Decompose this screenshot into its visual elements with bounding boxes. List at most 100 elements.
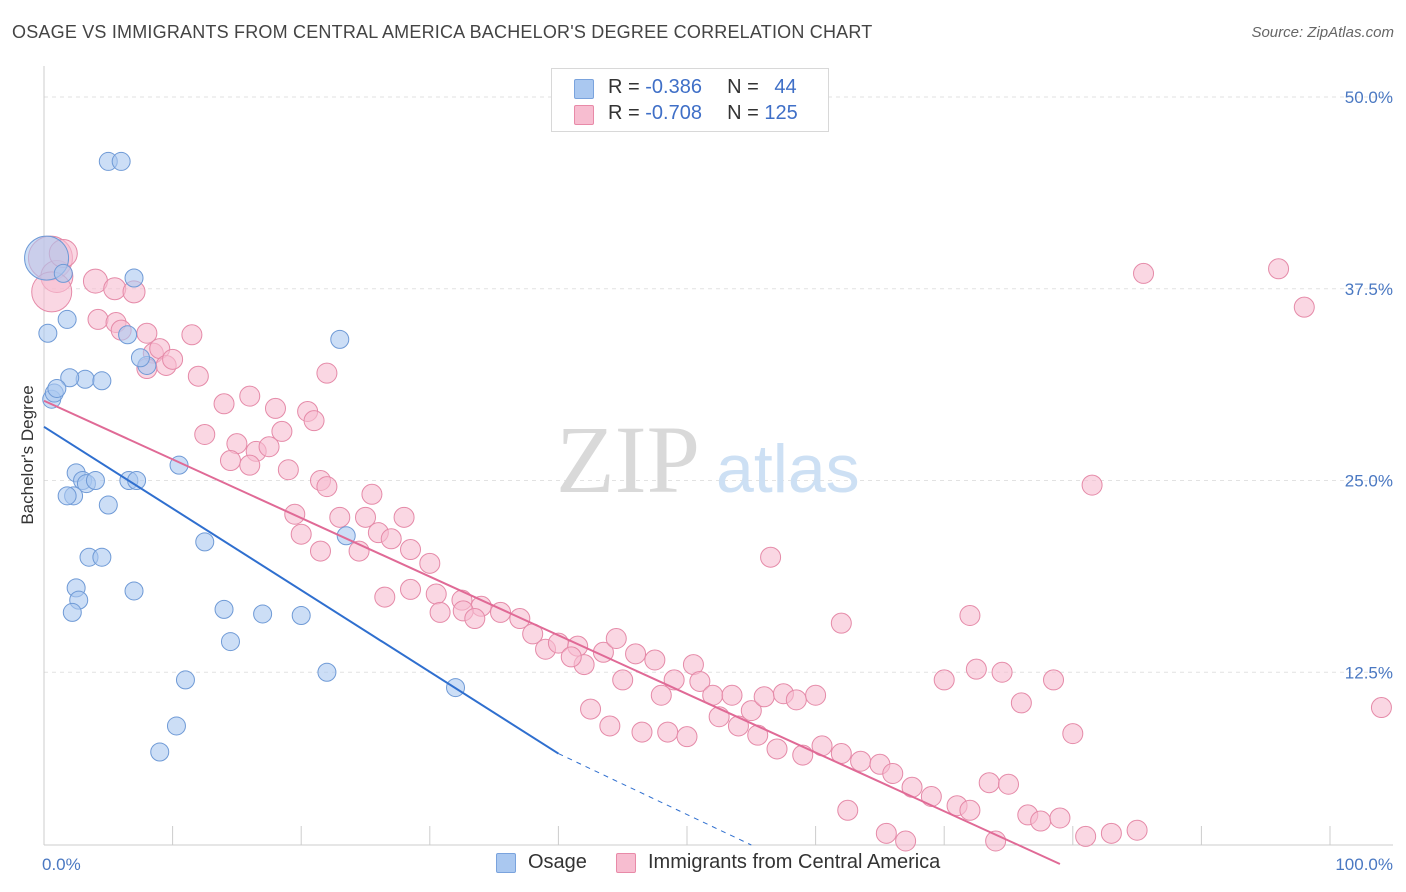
immigrants-point: [625, 643, 647, 665]
bottom-legend-label-osage: Osage: [528, 851, 587, 873]
immigrants-point: [991, 661, 1013, 683]
immigrants-point: [753, 686, 775, 708]
legend-n-value-immigrants: 125: [764, 102, 798, 124]
immigrants-point: [721, 684, 743, 706]
immigrants-point: [329, 506, 351, 528]
osage-point: [85, 471, 105, 490]
immigrants-point: [875, 822, 897, 844]
osage-point: [111, 151, 131, 171]
immigrants-point: [1075, 825, 1097, 847]
immigrants-point: [805, 684, 827, 706]
immigrants-point: [785, 689, 807, 711]
immigrants-point: [277, 459, 299, 481]
osage-point: [124, 268, 144, 288]
immigrants-point: [316, 476, 338, 498]
immigrants-point: [837, 799, 859, 821]
axes: [43, 66, 1393, 846]
immigrants-point: [181, 324, 203, 346]
immigrants-point: [380, 528, 402, 550]
immigrants-point: [850, 750, 872, 772]
immigrants-point: [419, 552, 441, 574]
osage-point: [150, 742, 170, 762]
immigrants-point: [239, 454, 261, 476]
osage-point: [38, 323, 58, 343]
immigrants-point: [747, 724, 769, 746]
immigrants-point: [631, 721, 653, 743]
bottom-legend-swatch-immigrants: [616, 853, 636, 873]
immigrants-point: [103, 277, 127, 301]
y-tick-label-1: 25.0%: [1345, 472, 1393, 491]
immigrants-point: [1081, 474, 1103, 496]
legend-r-label: R =: [608, 102, 646, 124]
y-axis-label: Bachelor's Degree: [18, 385, 37, 524]
immigrants-point: [708, 706, 730, 728]
immigrants-point: [187, 365, 209, 387]
immigrants-point: [219, 450, 241, 472]
y-tick-label-2: 37.5%: [1345, 280, 1393, 299]
x-tick-label-min: 0.0%: [42, 855, 81, 874]
immigrants-point: [580, 698, 602, 720]
immigrants-point: [429, 601, 451, 623]
immigrants-point: [1370, 697, 1392, 719]
immigrants-point: [374, 586, 396, 608]
immigrants-point: [355, 506, 376, 528]
trend-lines: [43, 399, 1061, 865]
immigrants-point: [998, 773, 1019, 795]
immigrants-point: [830, 612, 852, 634]
grid-lines: [44, 96, 1393, 673]
immigrants-point: [895, 830, 917, 852]
legend-n-value-osage: 44: [774, 76, 797, 98]
immigrants-point: [1049, 807, 1071, 829]
immigrants-point: [612, 669, 634, 691]
immigrants-point: [87, 308, 109, 330]
bottom-legend-swatch-osage: [496, 853, 516, 873]
legend-n-label: N =: [727, 76, 765, 98]
immigrants-point: [239, 385, 261, 407]
immigrants-point: [676, 726, 698, 748]
osage-point: [195, 532, 215, 552]
immigrants-point: [959, 604, 981, 626]
immigrants-point: [978, 772, 1000, 794]
immigrants-point: [766, 738, 788, 760]
immigrants-point: [760, 546, 782, 568]
immigrants-point: [1030, 810, 1052, 832]
immigrants-point: [393, 506, 415, 528]
osage-point: [92, 371, 112, 391]
immigrants-point: [290, 523, 312, 545]
immigrants-point: [1043, 669, 1065, 691]
immigrants-point: [644, 649, 666, 671]
immigrants-point: [689, 670, 711, 692]
immigrants-point: [740, 700, 762, 722]
y-tick-label-0: 12.5%: [1345, 663, 1393, 682]
legend-swatch-osage: [574, 79, 594, 99]
osage-point: [118, 325, 138, 345]
immigrants-point: [361, 483, 383, 505]
osage-point: [291, 605, 311, 625]
osage-point: [57, 486, 77, 506]
immigrants-point: [271, 420, 293, 442]
legend-r-label: R =: [608, 76, 646, 98]
osage-point: [124, 581, 144, 601]
osage-point: [214, 599, 234, 619]
immigrants-point: [303, 410, 325, 432]
immigrants-point: [1010, 692, 1032, 714]
osage-point: [98, 495, 118, 515]
chart-title: OSAGE VS IMMIGRANTS FROM CENTRAL AMERICA…: [12, 22, 873, 42]
immigrants-point: [965, 658, 987, 680]
osage-point: [166, 716, 186, 736]
immigrants-point: [264, 397, 286, 419]
series-immigrants-points: [27, 235, 1392, 852]
legend-swatch-immigrants: [574, 105, 594, 125]
immigrants-point: [882, 762, 904, 784]
osage-point: [220, 632, 240, 652]
osage-point: [175, 670, 195, 690]
watermark-atlas: atlas: [716, 431, 860, 507]
series-osage-points: [24, 151, 466, 762]
immigrants-point: [650, 684, 672, 706]
immigrants-point: [560, 646, 582, 668]
immigrants-point: [959, 799, 981, 821]
immigrants-point: [162, 348, 184, 370]
immigrants-point: [309, 540, 331, 562]
immigrants-point: [258, 436, 280, 458]
bottom-legend-label-immigrants: Immigrants from Central America: [648, 851, 941, 873]
